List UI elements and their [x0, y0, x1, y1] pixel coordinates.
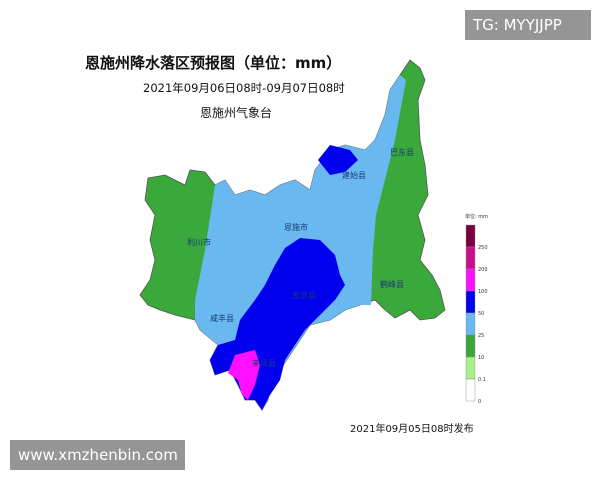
label-badong: 巴东县 — [390, 147, 414, 157]
legend-unit: 单位: mm — [465, 213, 488, 220]
region-50-100mm-jianshi — [318, 145, 358, 175]
legend-swatch — [465, 268, 476, 292]
label-laifeng: 来凤县 — [252, 359, 276, 368]
legend-tick: 0 — [478, 399, 481, 405]
legend-tick: 250 — [478, 245, 488, 251]
legend-tick: 25 — [478, 333, 484, 339]
legend-swatch — [465, 312, 476, 336]
label-xianfeng: 咸丰县 — [210, 313, 234, 323]
legend-tick: 50 — [478, 311, 484, 317]
map-title: 恩施州降水落区预报图（单位：mm） — [85, 54, 342, 72]
label-hefeng: 鹤峰县 — [380, 279, 404, 289]
legend: 单位: mm 250 200 100 50 25 10 0.1 0 — [465, 213, 488, 405]
label-lichuan: 利川市 — [187, 237, 211, 247]
legend-swatch — [465, 378, 476, 402]
issuer: 恩施州气象台 — [200, 106, 273, 120]
release-time: 2021年09月05日08时发布 — [350, 424, 474, 435]
watermark-tg: TG: MYYJJPP — [465, 10, 591, 40]
forecast-period: 2021年09月06日08时-09月07日08时 — [143, 81, 345, 95]
legend-tick: 10 — [478, 355, 484, 361]
legend-swatch — [465, 246, 476, 270]
label-xuanen: 宣恩县 — [292, 290, 316, 300]
legend-swatch — [465, 334, 476, 358]
legend-swatch — [465, 356, 476, 380]
legend-tick: 0.1 — [478, 377, 486, 383]
legend-tick: 100 — [478, 289, 488, 295]
region-100-200mm — [228, 350, 260, 400]
watermark-site: www.xmzhenbin.com — [10, 440, 185, 470]
legend-swatch — [465, 290, 476, 314]
legend-swatch — [465, 224, 476, 248]
legend-tick: 200 — [478, 267, 488, 273]
label-jianshi: 建始县 — [342, 170, 366, 180]
label-enshi: 恩施市 — [284, 222, 308, 232]
